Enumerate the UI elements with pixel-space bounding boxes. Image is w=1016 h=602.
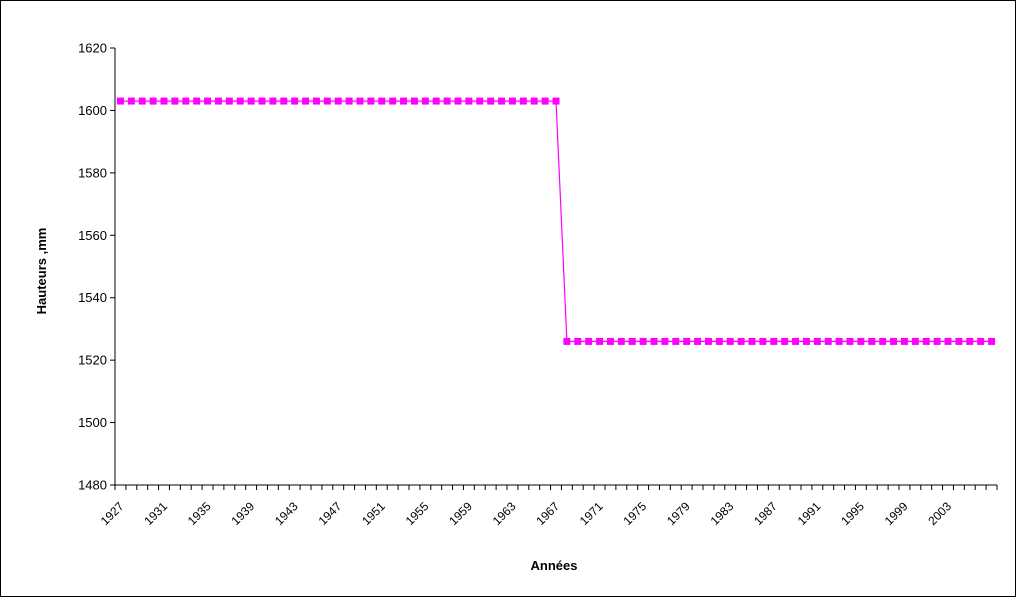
data-point <box>247 97 255 105</box>
data-point <box>138 97 146 105</box>
data-point <box>116 97 124 105</box>
data-point <box>476 97 484 105</box>
data-point <box>389 97 397 105</box>
y-tick-label: 1580 <box>78 165 107 180</box>
y-tick-label: 1620 <box>78 41 107 56</box>
data-point <box>944 337 952 345</box>
data-point <box>617 337 625 345</box>
data-point <box>574 337 582 345</box>
data-point <box>552 97 560 105</box>
data-point <box>541 97 549 105</box>
y-tick-label: 1500 <box>78 415 107 430</box>
data-point <box>802 337 810 345</box>
data-point <box>312 97 320 105</box>
data-point <box>410 97 418 105</box>
data-point <box>683 337 691 345</box>
data-point <box>890 337 898 345</box>
data-point <box>650 337 658 345</box>
data-point <box>639 337 647 345</box>
data-point <box>214 97 222 105</box>
data-point <box>334 97 342 105</box>
data-point <box>291 97 299 105</box>
data-point <box>421 97 429 105</box>
y-tick-label: 1480 <box>78 478 107 493</box>
data-point <box>955 337 963 345</box>
data-point <box>781 337 789 345</box>
y-tick-label: 1600 <box>78 103 107 118</box>
data-point <box>824 337 832 345</box>
data-point <box>628 337 636 345</box>
data-point <box>269 97 277 105</box>
data-point <box>443 97 451 105</box>
data-point <box>911 337 919 345</box>
data-point <box>302 97 310 105</box>
data-point <box>182 97 190 105</box>
x-axis-title: Années <box>531 558 578 573</box>
data-point <box>715 337 723 345</box>
data-point <box>900 337 908 345</box>
data-point <box>345 97 353 105</box>
data-point <box>530 97 538 105</box>
data-point <box>922 337 930 345</box>
data-point <box>454 97 462 105</box>
data-point <box>770 337 778 345</box>
data-point <box>400 97 408 105</box>
data-point <box>225 97 233 105</box>
data-point <box>792 337 800 345</box>
y-axis: 1480 1500 1520 1540 1560 1580 1600 1620 <box>78 41 116 493</box>
data-point <box>835 337 843 345</box>
data-point <box>378 97 386 105</box>
data-point <box>857 337 865 345</box>
data-point <box>694 337 702 345</box>
data-point <box>356 97 364 105</box>
data-point <box>977 337 985 345</box>
data-point <box>258 97 266 105</box>
y-axis-title: Hauteurs ,mm <box>34 228 49 315</box>
data-point <box>432 97 440 105</box>
data-point <box>759 337 767 345</box>
data-point <box>661 337 669 345</box>
series-layer <box>116 97 996 345</box>
data-point <box>585 337 593 345</box>
data-point <box>933 337 941 345</box>
y-tick-label: 1520 <box>78 353 107 368</box>
data-point <box>596 337 604 345</box>
data-point <box>487 97 495 105</box>
data-point <box>704 337 712 345</box>
data-point <box>737 337 745 345</box>
data-point <box>323 97 331 105</box>
data-point <box>204 97 212 105</box>
data-point <box>879 337 887 345</box>
data-point <box>465 97 473 105</box>
data-point <box>868 337 876 345</box>
data-point <box>813 337 821 345</box>
data-point <box>672 337 680 345</box>
data-point <box>726 337 734 345</box>
y-tick-label: 1540 <box>78 290 107 305</box>
data-point <box>127 97 135 105</box>
data-point <box>280 97 288 105</box>
data-point <box>563 337 571 345</box>
data-point <box>367 97 375 105</box>
y-tick-label: 1560 <box>78 228 107 243</box>
data-point <box>966 337 974 345</box>
data-point <box>748 337 756 345</box>
data-point <box>160 97 168 105</box>
data-point <box>606 337 614 345</box>
data-point <box>498 97 506 105</box>
data-point <box>988 337 996 345</box>
data-point <box>519 97 527 105</box>
data-point <box>846 337 854 345</box>
data-point <box>508 97 516 105</box>
data-point <box>149 97 157 105</box>
data-point <box>236 97 244 105</box>
data-point <box>193 97 201 105</box>
data-point <box>171 97 179 105</box>
